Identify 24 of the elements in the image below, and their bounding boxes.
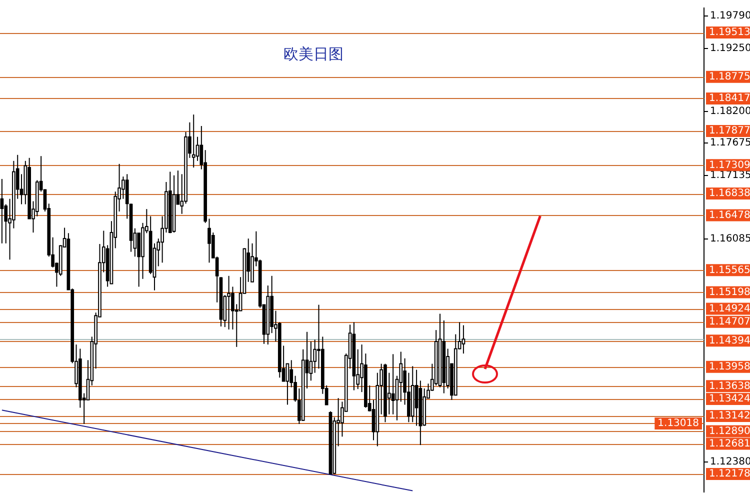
ref-line-label: 1.18417 <box>709 93 750 104</box>
y-tick-label: 1.17135 <box>710 170 750 182</box>
text: 欧美日图 <box>283 44 344 63</box>
y-tick-label: 1.16085 <box>710 233 750 244</box>
ref-line-label: 1.12178 <box>709 468 750 480</box>
ref-line-label: 1.17877 <box>709 126 750 137</box>
ref-line-label: 1.14394 <box>709 335 750 346</box>
ref-line-label: 1.16478 <box>709 210 750 221</box>
ref-line-label: 1.14924 <box>709 303 750 314</box>
ref-line-label: 1.15565 <box>709 264 750 276</box>
ref-line-label: 1.13958 <box>709 362 750 372</box>
y-tick-label: 1.17675 <box>710 138 750 149</box>
ref-line-label: 1.14707 <box>709 316 750 328</box>
ref-line-label: 1.19513 <box>709 27 750 38</box>
ref-line-label: 1.13018 <box>658 418 700 430</box>
ref-line-label: 1.13142 <box>709 410 750 422</box>
ref-line-label: 1.12681 <box>709 438 750 450</box>
ref-line-label: 1.17309 <box>709 160 750 171</box>
ref-line-label: 1.13424 <box>709 394 750 405</box>
ref-line-label: 1.12890 <box>709 426 750 437</box>
ref-line-label: 1.16838 <box>709 188 750 200</box>
ref-line-label: 1.15198 <box>709 286 750 298</box>
ref-line-label: 1.13638 <box>709 380 750 392</box>
ref-line-label: 1.18775 <box>709 72 750 83</box>
